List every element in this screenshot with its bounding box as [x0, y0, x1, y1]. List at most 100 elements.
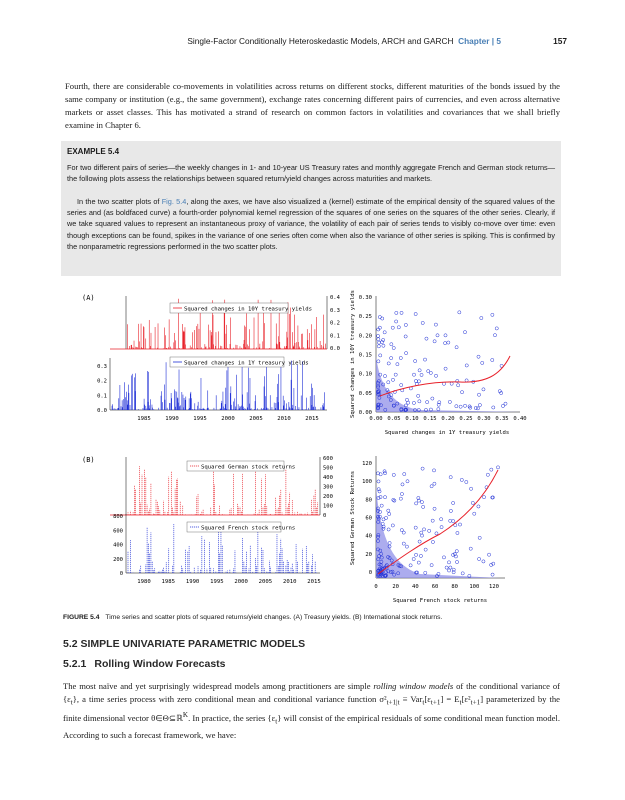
year-tick: 2010 — [277, 416, 290, 422]
scatter-point — [446, 340, 451, 345]
tick-label: 0.3 — [97, 364, 107, 370]
scatter-point — [470, 501, 475, 505]
scatter-point — [381, 338, 386, 342]
body-paragraph: The most naïve and yet surprisingly wide… — [63, 681, 560, 740]
tick-label: 400 — [323, 475, 333, 481]
year-tick: 2000 — [234, 579, 247, 585]
scatter-point — [390, 523, 395, 528]
scatter-point — [490, 312, 495, 317]
scatter-point — [416, 394, 421, 398]
year-tick: 1990 — [186, 579, 199, 585]
scatter-point — [458, 522, 462, 527]
scatter-point — [419, 530, 424, 535]
tick-label: 200 — [323, 494, 333, 500]
scatter-point — [376, 406, 380, 411]
scatter-point — [399, 528, 404, 532]
tick-label: 0.05 — [387, 416, 400, 422]
scatter-point — [396, 571, 401, 576]
scatter-point — [376, 535, 380, 539]
scatter-point — [443, 366, 448, 371]
scatter-point — [476, 406, 480, 411]
scatter-point — [417, 399, 422, 404]
scatter-point — [447, 560, 451, 565]
legend-b-bottom-label: Squared French stock returns — [201, 526, 295, 532]
example-paragraph-1: For two different pairs of series—the we… — [67, 163, 555, 184]
header-title: Single-Factor Conditionally Heteroskedas… — [187, 36, 501, 46]
scatter-point — [376, 496, 381, 500]
panel-a-label: (A) — [82, 294, 95, 302]
scatter-point — [403, 323, 408, 327]
scatter-point — [447, 400, 452, 404]
scatter-point — [386, 361, 391, 366]
scatter-point — [413, 312, 418, 316]
scatter-point — [376, 568, 381, 573]
year-tick: 2015 — [307, 579, 320, 585]
scatter-point — [415, 570, 419, 575]
scatter-point — [414, 379, 418, 383]
scatter-point — [454, 404, 459, 409]
scatter-point — [447, 568, 451, 573]
scatter-point — [432, 506, 437, 511]
scatter-point — [380, 566, 384, 571]
scatter-point — [381, 524, 386, 529]
year-tick: 1995 — [193, 416, 206, 422]
scatter-point — [436, 572, 441, 576]
panel-a-top-series: 0.4 0.3 0.2 0.1 0.0 Squared changes in 10Y t… — [110, 295, 341, 352]
scatter-point — [378, 472, 383, 477]
scatter-point — [389, 356, 393, 360]
tick-label: 0.0 — [330, 346, 340, 352]
scatter-point — [376, 520, 381, 524]
tick-label: 600 — [113, 528, 123, 534]
tick-label: 0.25 — [359, 314, 372, 320]
scatter-point — [403, 407, 408, 412]
scatter-point — [420, 500, 424, 504]
scatter-point — [448, 565, 453, 570]
tick-label: 120 — [362, 461, 372, 467]
scatter-point — [423, 547, 428, 552]
scatter-point — [397, 564, 402, 568]
scatter-point — [399, 311, 404, 315]
scatter-point — [451, 570, 456, 575]
scatter-point — [401, 530, 406, 535]
scatter-point — [378, 495, 383, 499]
scatter-point — [480, 361, 485, 365]
scatter-point — [378, 372, 383, 377]
scatter-b-xlabel: Squared French stock returns — [393, 598, 487, 604]
scatter-point — [419, 554, 423, 558]
scatter-point — [398, 356, 403, 360]
scatter-point — [384, 563, 389, 568]
scatter-point — [454, 549, 459, 554]
legend-b-top — [186, 460, 285, 472]
tick-label: 40 — [412, 584, 419, 590]
scatter-point — [376, 572, 380, 577]
scatter-point — [390, 569, 395, 574]
tick-label: 0.1 — [330, 333, 340, 339]
tick-label: 80 — [451, 584, 458, 590]
scatter-point — [451, 519, 456, 524]
scatter-point — [417, 539, 422, 544]
scatter-point — [377, 396, 382, 400]
scatter-point — [497, 389, 502, 394]
scatter-point — [421, 505, 425, 509]
tick-label: 0 — [369, 570, 372, 576]
scatter-point — [419, 373, 424, 377]
scatter-point — [376, 506, 381, 511]
scatter-point — [377, 315, 382, 319]
tick-label: 0.35 — [495, 416, 508, 422]
scatter-point — [381, 343, 386, 348]
tick-label: 80 — [365, 497, 372, 503]
scatter-point — [469, 486, 473, 491]
scatter-point — [376, 487, 381, 492]
scatter-point — [376, 471, 380, 476]
scatter-point — [400, 492, 404, 496]
scatter-point — [463, 330, 467, 335]
scatter-point — [490, 572, 495, 577]
figure-link[interactable]: Fig. 5.4 — [161, 197, 187, 206]
tick-label: 0.15 — [423, 416, 436, 422]
scatter-point — [388, 398, 393, 402]
scatter-point — [503, 401, 508, 406]
scatter-point — [376, 402, 381, 407]
density-estimate — [376, 356, 520, 412]
scatter-point — [389, 342, 394, 347]
scatter-point — [386, 508, 391, 513]
